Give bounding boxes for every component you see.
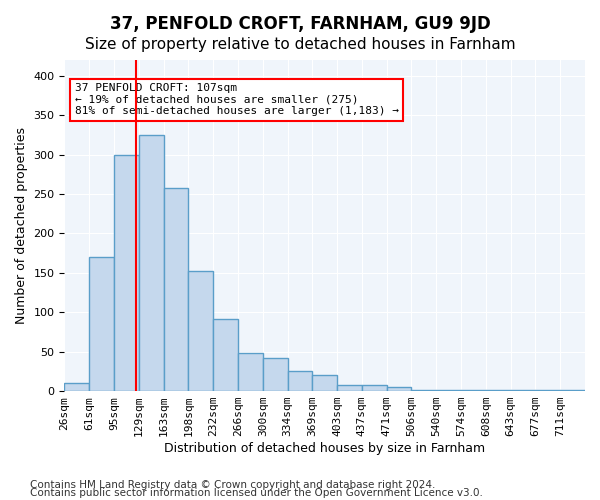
- Text: 37, PENFOLD CROFT, FARNHAM, GU9 9JD: 37, PENFOLD CROFT, FARNHAM, GU9 9JD: [110, 15, 490, 33]
- Bar: [337, 385, 362, 391]
- Y-axis label: Number of detached properties: Number of detached properties: [15, 127, 28, 324]
- Bar: [511, 390, 535, 391]
- Text: Contains HM Land Registry data © Crown copyright and database right 2024.: Contains HM Land Registry data © Crown c…: [30, 480, 436, 490]
- Bar: [238, 353, 263, 391]
- Bar: [89, 257, 114, 391]
- Text: Size of property relative to detached houses in Farnham: Size of property relative to detached ho…: [85, 38, 515, 52]
- Bar: [535, 390, 560, 391]
- Text: Contains public sector information licensed under the Open Government Licence v3: Contains public sector information licen…: [30, 488, 483, 498]
- Bar: [213, 318, 238, 391]
- Bar: [313, 376, 337, 391]
- X-axis label: Distribution of detached houses by size in Farnham: Distribution of detached houses by size …: [164, 442, 485, 455]
- Bar: [164, 188, 188, 391]
- Text: 37 PENFOLD CROFT: 107sqm
← 19% of detached houses are smaller (275)
81% of semi-: 37 PENFOLD CROFT: 107sqm ← 19% of detach…: [75, 83, 399, 116]
- Bar: [436, 390, 461, 391]
- Bar: [263, 358, 287, 391]
- Bar: [461, 390, 486, 391]
- Bar: [188, 272, 213, 391]
- Bar: [64, 383, 89, 391]
- Bar: [362, 385, 386, 391]
- Bar: [486, 390, 511, 391]
- Bar: [412, 390, 436, 391]
- Bar: [114, 154, 139, 391]
- Bar: [386, 387, 412, 391]
- Bar: [139, 135, 164, 391]
- Bar: [287, 370, 313, 391]
- Bar: [560, 390, 585, 391]
